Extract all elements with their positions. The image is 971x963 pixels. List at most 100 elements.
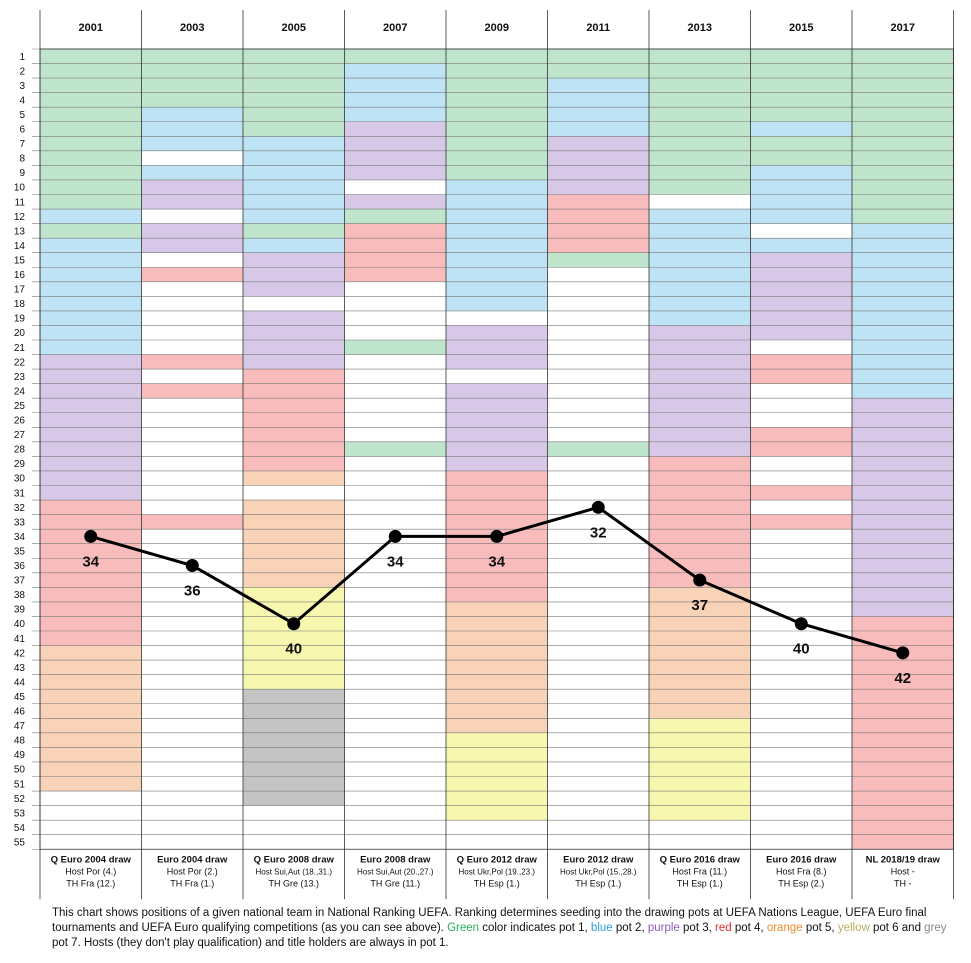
pot-band <box>750 325 852 340</box>
y-tick-label: 53 <box>14 808 26 819</box>
year-header: 2011 <box>586 22 610 34</box>
pot-band <box>649 179 751 195</box>
ranking-point <box>388 529 402 543</box>
y-tick-label: 6 <box>19 125 25 136</box>
y-tick-label: 17 <box>14 285 26 296</box>
y-tick-label: 25 <box>14 401 26 412</box>
pot-band <box>649 718 751 821</box>
pot-band <box>649 456 751 588</box>
column-label-th: TH Fra (1.) <box>170 878 214 888</box>
column-label-title: Euro 2004 draw <box>157 854 228 865</box>
note-blue: blue <box>590 922 613 934</box>
pot-band <box>243 369 345 471</box>
ranking-value-label: 40 <box>285 641 302 658</box>
y-tick-label: 35 <box>14 546 26 557</box>
column-label-host: Host - <box>891 866 915 876</box>
column-label-title: Euro 2012 draw <box>563 854 634 865</box>
year-header: 2015 <box>789 22 813 34</box>
y-tick-label: 4 <box>19 95 25 106</box>
y-tick-label: 39 <box>14 605 26 616</box>
pot-band <box>344 194 446 210</box>
pot-band <box>141 514 243 530</box>
y-tick-label: 9 <box>19 168 25 179</box>
pot-band <box>446 179 548 311</box>
pot-band <box>40 107 142 210</box>
y-tick-label: 16 <box>14 270 26 281</box>
note-text-7: pot 6 and <box>873 922 921 934</box>
pot-band <box>750 150 852 166</box>
column-label-title: Q Euro 2012 draw <box>457 854 538 865</box>
pot-band <box>446 49 548 180</box>
year-header: 2017 <box>891 22 915 34</box>
note-grey: grey <box>924 922 947 934</box>
y-tick-label: 21 <box>14 343 26 354</box>
pot-band <box>344 209 446 224</box>
y-tick-label: 18 <box>14 299 26 310</box>
y-tick-label: 11 <box>15 197 26 208</box>
pot-band <box>750 252 852 326</box>
column-label-th: TH Esp (1.) <box>575 878 621 888</box>
y-tick-label: 28 <box>14 445 26 456</box>
pot-band <box>446 601 548 733</box>
y-tick-label: 37 <box>14 576 26 587</box>
column-label-th: TH Gre (11.) <box>370 878 420 888</box>
y-tick-label: 30 <box>14 474 26 485</box>
ranking-point <box>693 573 707 587</box>
y-tick-labels: 1234567891011121314151617181920212223242… <box>14 52 26 849</box>
y-tick-label: 8 <box>19 154 25 165</box>
y-tick-label: 46 <box>14 707 26 718</box>
column-label-th: TH - <box>894 878 912 888</box>
pot-band <box>141 354 243 370</box>
column-label-host: Host Fra (11.) <box>672 866 727 876</box>
ranking-point <box>896 646 910 660</box>
note-orange: orange <box>766 922 803 934</box>
y-tick-label: 47 <box>14 721 26 732</box>
note-text-3: pot 2, <box>615 922 645 934</box>
column-label-host: Host Por (2.) <box>167 866 218 876</box>
column-label-th: TH Esp (2.) <box>778 878 824 888</box>
pot-band <box>141 107 243 151</box>
column-label-title: Q Euro 2004 draw <box>51 854 132 865</box>
note-text-2: color indicates pot 1, <box>482 922 588 934</box>
column-label-th: TH Fra (12.) <box>66 878 115 888</box>
ranking-value-label: 37 <box>691 597 708 614</box>
pot-band <box>750 238 852 253</box>
note-purple: purple <box>647 922 680 934</box>
note-yellow: yellow <box>837 922 870 934</box>
year-header: 2009 <box>485 22 509 34</box>
note-text-1: This chart shows positions of a given na… <box>52 907 927 934</box>
y-tick-label: 26 <box>14 416 26 427</box>
pot-band <box>344 49 446 64</box>
y-tick-label: 1 <box>19 52 25 63</box>
column-label-host: Host Ukr,Pol (19.,23.) <box>459 867 536 876</box>
pot-band <box>141 383 243 399</box>
column-label-host: Host Sui,Aut (20.,27.) <box>357 867 434 876</box>
column-label-host: Host Fra (8.) <box>776 866 827 876</box>
pot-band <box>243 223 345 239</box>
ranking-point <box>591 500 605 514</box>
y-tick-label: 13 <box>14 226 26 237</box>
column-label-host: Host Sui,Aut (18.,31.) <box>256 867 333 876</box>
y-tick-label: 2 <box>19 66 25 77</box>
year-header: 2013 <box>688 22 712 34</box>
note-text-8: pot 7. Hosts (they don't play qualificat… <box>52 937 449 949</box>
y-tick-label: 49 <box>14 750 26 761</box>
y-tick-label: 19 <box>14 314 26 325</box>
y-tick-label: 33 <box>14 517 26 528</box>
ranking-value-label: 34 <box>82 553 99 570</box>
note-green: Green <box>447 922 480 934</box>
y-tick-label: 51 <box>14 779 26 790</box>
pot-band <box>344 441 446 457</box>
ranking-point <box>490 529 504 543</box>
pot-band <box>750 49 852 122</box>
grid-lines <box>32 10 954 900</box>
column-label-title: Q Euro 2016 draw <box>660 854 741 865</box>
column-label-title: Euro 2008 draw <box>360 854 431 865</box>
y-tick-label: 29 <box>14 459 26 470</box>
ranking-point <box>84 529 98 543</box>
y-tick-label: 55 <box>14 837 26 848</box>
pot-band <box>750 485 852 501</box>
y-tick-label: 3 <box>19 81 25 92</box>
column-label-th: TH Gre (13.) <box>268 878 319 888</box>
